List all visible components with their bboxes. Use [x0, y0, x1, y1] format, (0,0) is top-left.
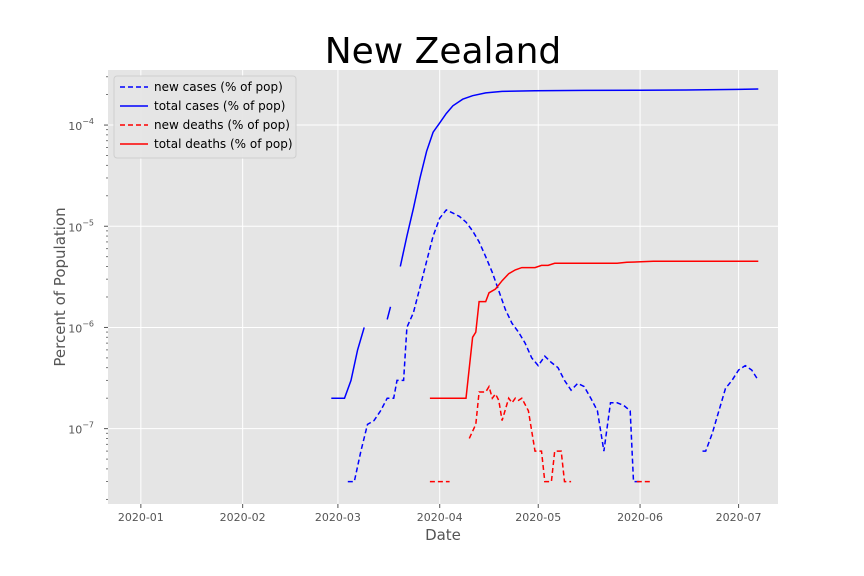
y-tick-exponent: −7 — [82, 421, 94, 430]
y-tick-base: 10 — [68, 322, 82, 335]
y-tick-label: 10−6 — [68, 319, 94, 335]
legend-label: new deaths (% of pop) — [154, 118, 290, 132]
y-tick-label: 10−5 — [68, 218, 94, 234]
x-axis-ticks: 2020-01 2020-02 2020-03 2020-04 2020-05 2020-… — [118, 504, 762, 524]
y-tick-exponent: −4 — [82, 117, 94, 126]
chart-title: New Zealand — [325, 31, 562, 72]
x-tick-label: 2020-07 — [716, 511, 762, 524]
y-tick-exponent: −6 — [82, 319, 94, 328]
legend-label: total cases (% of pop) — [154, 99, 285, 113]
x-tick-label: 2020-02 — [220, 511, 266, 524]
legend-label: new cases (% of pop) — [154, 80, 283, 94]
grid — [108, 70, 778, 504]
y-tick-exponent: −5 — [82, 218, 94, 227]
y-tick-label: 10−4 — [68, 117, 94, 133]
y-tick-base: 10 — [68, 424, 82, 437]
series-line-total-cases — [331, 88, 759, 399]
y-tick-label: 10−7 — [68, 421, 94, 437]
legend-box — [113, 75, 297, 159]
x-tick-label: 2020-01 — [118, 511, 164, 524]
legend: new cases (% of pop) total cases (% of po… — [113, 75, 297, 159]
series-line-total-deaths — [429, 260, 759, 399]
series-line-new-deaths — [429, 384, 650, 483]
series-layer — [331, 88, 759, 483]
y-tick-base: 10 — [68, 120, 82, 133]
legend-label: total deaths (% of pop) — [154, 137, 293, 151]
x-tick-label: 2020-03 — [315, 511, 361, 524]
x-axis-label: Date — [425, 526, 461, 544]
y-axis-label: Percent of Population — [51, 207, 69, 366]
y-axis-ticks: 10−710−610−510−4 — [68, 76, 108, 500]
x-tick-label: 2020-06 — [617, 511, 663, 524]
x-tick-label: 2020-05 — [515, 511, 561, 524]
series-line-new-cases — [347, 208, 759, 483]
y-tick-base: 10 — [68, 221, 82, 234]
x-tick-label: 2020-04 — [417, 511, 463, 524]
